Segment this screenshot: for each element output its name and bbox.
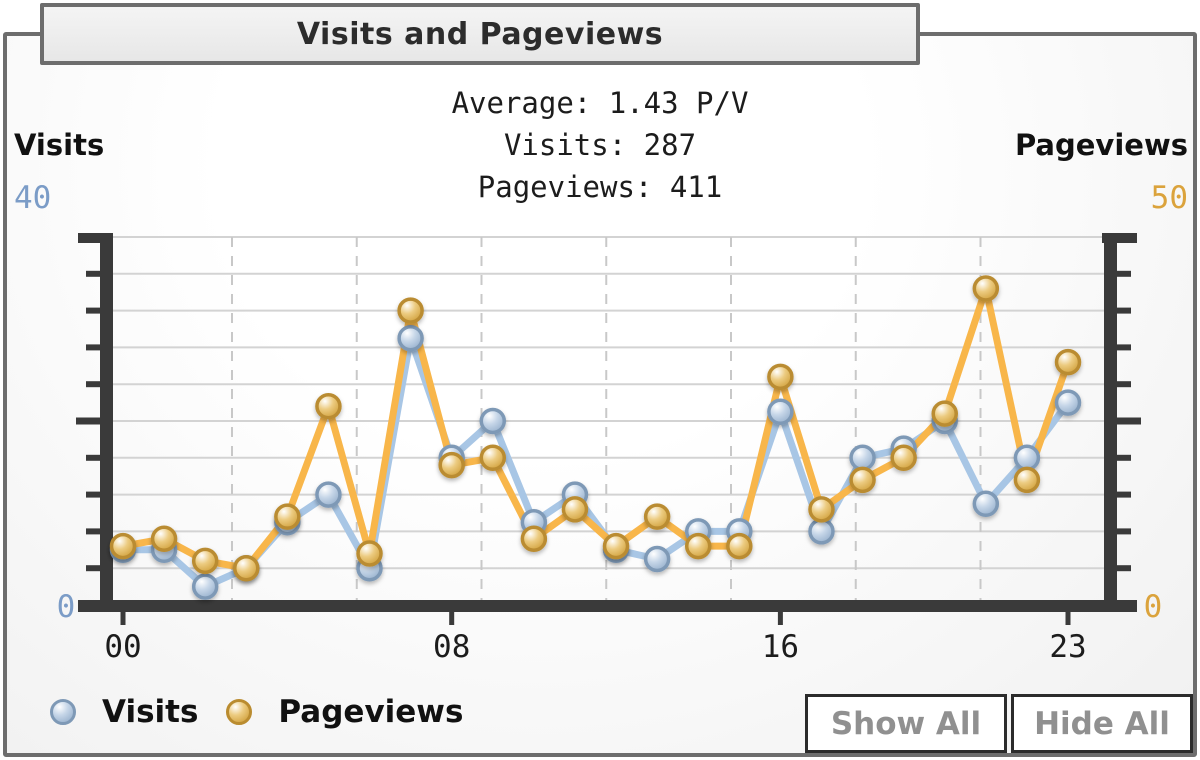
visits-ball-icon (50, 699, 76, 725)
legend-item-visits[interactable]: Visits (48, 694, 198, 730)
visits-point (191, 573, 219, 600)
grid-horizontal (113, 236, 1104, 570)
pageviews-point (726, 532, 753, 560)
legend-item-pageviews[interactable]: Pageviews (224, 694, 463, 730)
right-axis-max: 50 (1150, 180, 1188, 216)
pageviews-point (972, 275, 1000, 302)
legend-label-visits: Visits (102, 694, 199, 730)
axis-frame (76, 233, 1141, 625)
pageviews-point (1054, 348, 1082, 376)
legend-label-pageviews: Pageviews (278, 694, 464, 730)
visits-point (808, 518, 835, 545)
hide-all-button[interactable]: Hide All (1011, 694, 1193, 753)
pageviews-point (808, 496, 835, 523)
widget-title-tab: Visits and Pageviews (40, 3, 920, 65)
pageviews-point (561, 496, 589, 523)
show-all-button[interactable]: Show All (805, 694, 1007, 753)
page-title: Visits and Pageviews (296, 16, 664, 52)
visits-point (315, 481, 342, 508)
pageviews-point (849, 466, 876, 494)
pageviews-point (1013, 466, 1041, 494)
right-axis-title: Pageviews (1014, 128, 1188, 162)
pageviews-ball-icon (226, 699, 253, 725)
visits-point (397, 324, 424, 352)
pageviews-point (767, 363, 794, 391)
pageviews-markers (109, 275, 1082, 582)
visits-point (643, 545, 671, 573)
visits-point (972, 490, 1000, 518)
stat-pageviews: Pageviews: 411 (477, 170, 723, 204)
pageviews-point (191, 547, 219, 575)
stat-visits: Visits: 287 (503, 128, 697, 162)
axis-tick-labels: 0 000 08 16 23 (57, 589, 1163, 665)
x-tick-label: 08 (433, 629, 470, 665)
pageviews-point (643, 503, 671, 530)
pageviews-point (684, 532, 712, 560)
visits-point (479, 407, 507, 435)
left-axis-max: 40 (14, 180, 52, 216)
visits-point (1013, 444, 1041, 472)
pageviews-point (397, 297, 424, 324)
visits-point (767, 398, 794, 426)
pageviews-line (119, 285, 1072, 572)
left-axis-title: Visits (14, 128, 105, 162)
pageviews-point (356, 540, 383, 567)
pageviews-point (233, 554, 260, 582)
x-tick-label: 16 (762, 629, 799, 665)
pageviews-point (274, 503, 301, 530)
visits-point (1054, 389, 1082, 416)
pageviews-point (150, 525, 178, 553)
pageviews-point (890, 444, 917, 472)
right-axis-min-label: 0 (1144, 589, 1163, 625)
chart-legend: Visits Pageviews (48, 694, 463, 730)
pageviews-point (520, 525, 548, 553)
pageviews-point (479, 444, 507, 472)
x-tick-label: 23 (1049, 629, 1086, 665)
x-tick-label: 00 (104, 629, 141, 665)
pageviews-point (438, 451, 465, 479)
widget-panel (3, 32, 1197, 757)
summary-stats: Average: 1.43 P/V Visits: 287 Pageviews:… (0, 82, 1200, 208)
pageviews-point (602, 532, 630, 560)
left-axis-min-label: 0 (57, 589, 76, 625)
pageviews-point (109, 532, 137, 560)
pageviews-point (931, 400, 958, 427)
stat-average: Average: 1.43 P/V (451, 86, 749, 120)
pageviews-point (315, 393, 342, 420)
visits-point (849, 444, 876, 472)
